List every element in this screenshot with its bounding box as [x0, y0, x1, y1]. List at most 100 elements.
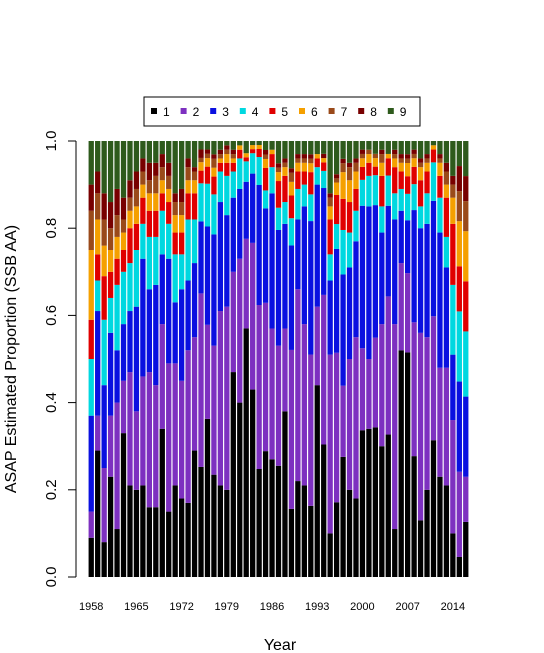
bar-segment-2012-age-2	[437, 367, 443, 477]
bar-segment-2009-age-9	[417, 141, 424, 159]
bar-segment-1995-age-9	[327, 141, 333, 194]
bar-segment-1960-age-4	[101, 319, 107, 386]
bar-segment-1968-age-2	[153, 385, 159, 508]
bar-segment-2008-age-9	[411, 141, 417, 150]
bar-segment-1961-age-8	[107, 202, 114, 229]
bar-segment-1989-age-4	[288, 218, 295, 246]
bar-segment-1999-age-2	[353, 337, 359, 499]
bar-segment-2001-age-9	[366, 141, 372, 150]
bar-segment-1969-age-9	[159, 141, 165, 155]
bar-segment-1964-age-1	[127, 485, 133, 577]
bar-segment-2009-age-6	[417, 167, 424, 181]
bar-segment-1966-age-5	[140, 197, 146, 224]
bar-segment-2002-age-2	[372, 337, 379, 428]
bar-segment-1985-age-7	[262, 154, 269, 159]
bar-segment-2008-age-6	[411, 158, 417, 167]
bar-segment-1960-age-1	[101, 542, 107, 577]
bar-segment-1971-age-2	[172, 363, 178, 486]
bar-segment-1994-age-3	[321, 188, 327, 295]
bar-segment-1968-age-3	[153, 284, 159, 386]
bar-segment-1973-age-7	[185, 167, 191, 181]
bar-segment-1998-age-9	[346, 141, 353, 163]
bar-segment-2015-age-6	[456, 221, 462, 267]
bar-segment-2009-age-7	[417, 162, 424, 168]
bar-segment-2014-age-6	[450, 197, 456, 224]
bar-segment-1992-age-1	[308, 505, 314, 577]
bar-segment-1985-age-5	[262, 167, 269, 191]
bar-segment-2005-age-6	[392, 158, 398, 168]
bar-segment-1977-age-9	[211, 141, 217, 155]
bar-segment-2006-age-4	[398, 188, 404, 211]
bar-segment-1960-age-7	[101, 219, 107, 246]
bar-segment-2000-age-2	[359, 348, 366, 431]
bar-segment-2010-age-2	[424, 337, 430, 490]
bar-segment-1996-age-7	[333, 178, 340, 183]
bar-segment-2002-age-7	[372, 153, 379, 159]
bar-segment-2001-age-6	[366, 154, 372, 163]
bar-segment-1992-age-6	[308, 163, 314, 173]
bar-segment-1965-age-9	[133, 141, 140, 172]
bar-segment-1961-age-6	[107, 250, 114, 272]
bar-segment-1987-age-4	[275, 207, 282, 230]
bar-segment-2013-age-1	[443, 485, 450, 577]
bar-segment-1972-age-7	[178, 202, 185, 216]
bar-segment-1978-age-4	[217, 171, 224, 203]
bar-segment-1974-age-7	[191, 171, 198, 181]
bar-segment-1958-age-3	[88, 415, 94, 512]
bar-segment-2007-age-5	[405, 176, 411, 194]
bar-segment-1985-age-9	[262, 141, 269, 150]
bar-segment-2010-age-1	[424, 489, 430, 577]
bar-segment-2006-age-3	[398, 210, 404, 264]
bar-segment-1962-age-7	[114, 215, 120, 237]
x-tick-label-1958: 1958	[79, 601, 103, 613]
bar-segment-1989-age-6	[288, 181, 295, 196]
bar-segment-2012-age-4	[437, 197, 443, 233]
bar-segment-1986-age-5	[269, 154, 275, 168]
bar-segment-2012-age-8	[437, 154, 443, 159]
bar-segment-2006-age-1	[398, 350, 404, 577]
bar-segment-1977-age-2	[211, 345, 217, 475]
bar-segment-1983-age-5	[250, 149, 256, 154]
bar-segment-1968-age-4	[153, 236, 159, 285]
bar-segment-1999-age-4	[353, 210, 359, 242]
bar-segment-1966-age-7	[140, 171, 146, 185]
bar-segment-2005-age-2	[392, 324, 398, 530]
legend-label-9: 9	[400, 105, 407, 119]
bar-segment-2016-age-7	[463, 201, 469, 232]
bar-segment-1975-age-9	[198, 141, 204, 150]
bar-segment-1979-age-6	[224, 154, 230, 163]
bar-segment-1982-age-6	[243, 153, 249, 158]
bar-segment-1995-age-1	[327, 533, 333, 577]
bar-segment-2012-age-1	[437, 476, 443, 577]
bar-segment-1991-age-9	[301, 141, 307, 155]
bar-segment-1985-age-4	[262, 190, 269, 209]
bar-segment-1984-age-2	[256, 305, 262, 469]
bar-segment-1982-age-4	[243, 161, 249, 182]
bar-segment-1984-age-6	[256, 145, 262, 149]
legend-label-8: 8	[370, 105, 377, 119]
bar-segment-2013-age-2	[443, 367, 450, 486]
bar-segment-1962-age-3	[114, 350, 120, 403]
bar-segment-1972-age-3	[178, 289, 185, 381]
bar-segment-1996-age-1	[333, 502, 340, 577]
bar-segment-2003-age-9	[379, 141, 385, 150]
bar-segment-1960-age-2	[101, 468, 107, 543]
bar-segment-1980-age-7	[230, 154, 236, 159]
bar-segment-1968-age-1	[153, 507, 159, 577]
bar-segment-1978-age-9	[217, 141, 224, 150]
legend-label-4: 4	[252, 105, 259, 119]
bar-segment-2004-age-6	[385, 153, 391, 159]
bar-segment-1981-age-9	[237, 141, 243, 146]
bar-segment-2004-age-3	[385, 205, 391, 297]
legend-label-2: 2	[193, 105, 200, 119]
bar-segment-1959-age-1	[95, 450, 101, 577]
bar-segment-1984-age-5	[256, 149, 262, 157]
bar-segment-1987-age-9	[275, 141, 282, 164]
bar-segment-1990-age-2	[295, 289, 301, 482]
bar-segment-1998-age-4	[346, 232, 353, 268]
bar-segment-1994-age-6	[321, 158, 327, 163]
bar-segment-1985-age-2	[262, 302, 269, 452]
bar-segment-2001-age-2	[366, 359, 372, 429]
bar-segment-2006-age-7	[398, 158, 404, 163]
bar-segment-1974-age-2	[191, 337, 198, 451]
